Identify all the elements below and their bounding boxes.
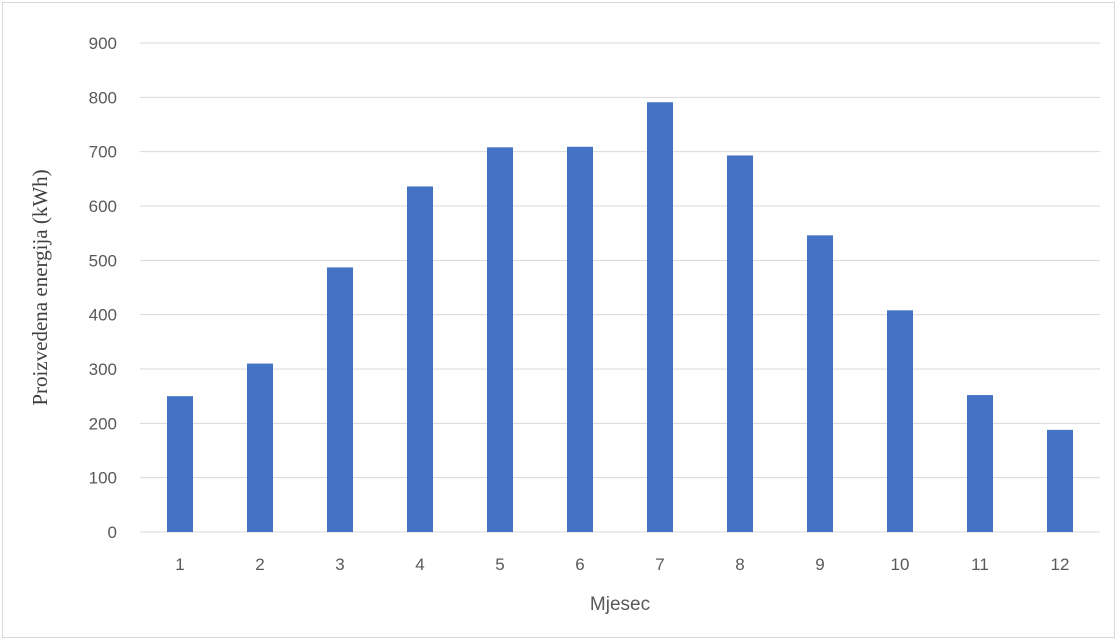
gridlines <box>140 42 1100 533</box>
x-tick-label: 5 <box>495 555 504 574</box>
x-tick-label: 6 <box>575 555 584 574</box>
x-tick-label: 10 <box>891 555 910 574</box>
bar-month-3 <box>327 267 353 532</box>
bar-month-7 <box>647 102 673 533</box>
y-tick-label: 200 <box>89 414 117 433</box>
y-tick-label: 900 <box>89 34 117 53</box>
x-tick-label: 2 <box>255 555 264 574</box>
bar-month-4 <box>407 186 433 532</box>
bar-month-6 <box>567 146 593 532</box>
y-tick-label: 400 <box>89 306 117 325</box>
bar-month-8 <box>727 155 753 532</box>
bar-month-2 <box>247 363 273 532</box>
y-tick-label: 100 <box>89 469 117 488</box>
x-tick-label: 12 <box>1051 555 1070 574</box>
x-tick-label: 9 <box>815 555 824 574</box>
x-axis-title: Mjesec <box>590 594 650 615</box>
bar-month-10 <box>887 310 913 532</box>
x-axis-tick-labels: 1 2 3 4 5 6 7 8 9 10 11 12 <box>175 555 1069 574</box>
x-tick-label: 8 <box>735 555 744 574</box>
bar-month-5 <box>487 147 513 532</box>
y-axis-tick-labels: 0 100 200 300 400 500 600 700 800 900 <box>89 34 117 542</box>
bar-month-11 <box>967 395 993 532</box>
x-tick-label: 7 <box>655 555 664 574</box>
y-axis-title: Proizvedena energija (kWh) <box>28 169 52 405</box>
y-tick-label: 800 <box>89 88 117 107</box>
x-tick-label: 11 <box>971 555 989 574</box>
y-tick-label: 0 <box>108 523 117 542</box>
bar-month-12 <box>1047 429 1073 532</box>
y-tick-label: 600 <box>89 197 117 216</box>
y-tick-label: 700 <box>89 143 117 162</box>
bar-month-9 <box>807 235 833 532</box>
y-tick-label: 300 <box>89 360 117 379</box>
x-tick-label: 1 <box>175 555 184 574</box>
bar-month-1 <box>167 396 193 532</box>
x-tick-label: 3 <box>335 555 344 574</box>
y-tick-label: 500 <box>89 251 117 270</box>
x-tick-label: 4 <box>415 555 424 574</box>
bars <box>167 102 1073 533</box>
